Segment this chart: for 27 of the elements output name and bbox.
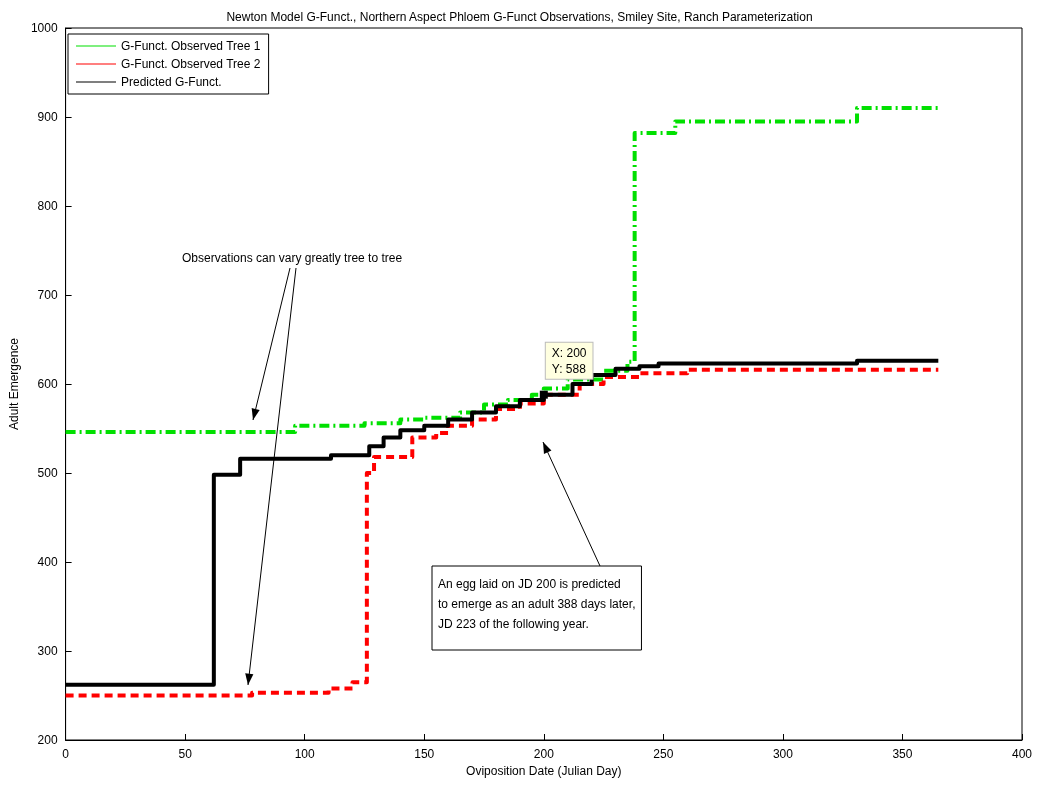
y-tick-label: 500 [37,466,58,480]
chart-title: Newton Model G-Funct., Northern Aspect Phloem G-Funct Observations, Smiley Site, Ranch Parameterization [226,10,813,24]
x-tick-label: 350 [892,747,913,761]
y-tick-label: 600 [37,377,58,391]
y-tick-label: 800 [37,199,58,213]
x-tick-label: 0 [62,747,70,761]
y-tick-label: 700 [37,288,58,302]
x-axis-title: Oviposition Date (Julian Day) [466,763,622,778]
x-tick-label: 250 [653,747,674,761]
y-tick-label: 200 [37,733,58,747]
legend-label: Predicted G-Funct. [121,75,222,89]
legend-label: G-Funct. Observed Tree 1 [121,39,261,53]
x-tick-label: 300 [772,747,794,761]
annotation: X: 200 Y: 588 [551,345,587,376]
y-axis-title: Adult Emergence [7,337,21,431]
y-tick-label: 900 [37,110,58,124]
y-tick-label: 400 [37,555,58,569]
y-tick-label: 1000 [30,21,58,35]
x-tick-label: 400 [1011,747,1033,761]
x-tick-label: 100 [294,747,316,761]
y-tick-label: 300 [37,644,58,658]
x-tick-label: 150 [414,747,435,761]
annotation: An egg laid on JD 200 is predicted to emerge as an adult 388 days later, JD 223 of the following year. [438,577,636,631]
legend-label: G-Funct. Observed Tree 2 [121,57,261,71]
x-tick-label: 200 [533,747,555,761]
annotation: Observations can vary greatly tree to tree [182,251,403,265]
x-tick-label: 50 [178,747,193,761]
